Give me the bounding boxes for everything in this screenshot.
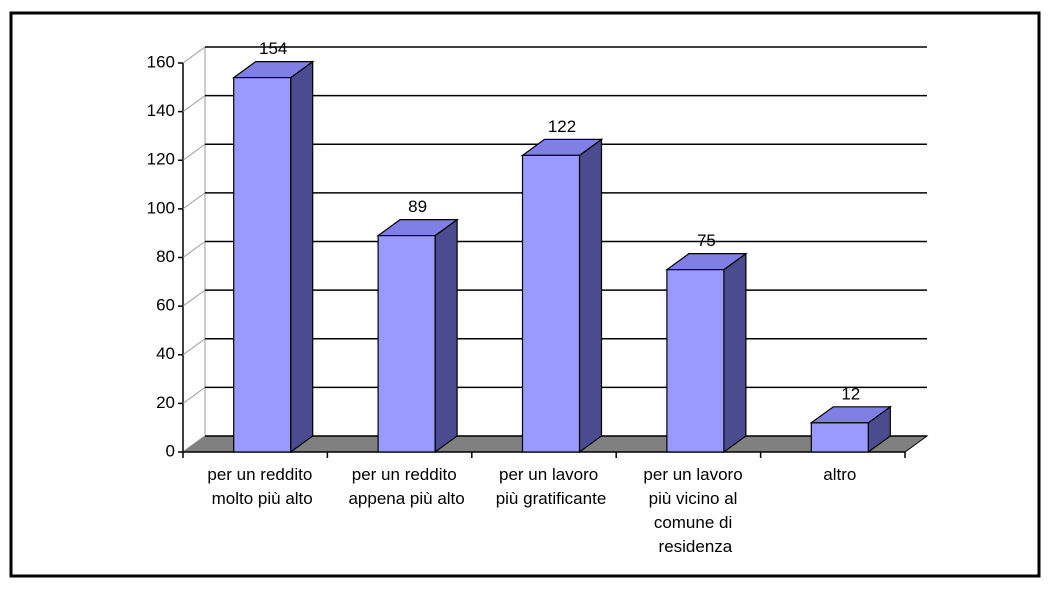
x-tick-label: altro — [823, 465, 856, 484]
y-tick-label: 60 — [156, 296, 175, 315]
bar-side — [723, 252, 747, 454]
wall-line — [182, 192, 206, 210]
bar — [376, 218, 459, 454]
x-tick-label: per un reddito appena più alto — [348, 465, 464, 508]
bar-front — [377, 235, 436, 453]
bar-front — [810, 422, 869, 453]
y-tick-label: 160 — [147, 52, 175, 71]
wall-line — [182, 46, 206, 64]
x-tick-label: per un lavoro più vicino al comune di re… — [643, 465, 747, 556]
bar-side — [434, 218, 458, 454]
y-tick-label: 20 — [156, 393, 175, 412]
y-tick-label: 40 — [156, 344, 175, 363]
wall-line — [182, 241, 206, 258]
bar-front — [666, 269, 725, 453]
bar-side — [290, 60, 314, 454]
wall-line — [182, 386, 206, 404]
x-tick-label: per un lavoro più gratificante — [496, 465, 607, 508]
y-tick-label: 100 — [147, 198, 175, 217]
wall-line — [182, 143, 206, 161]
value-label: 12 — [841, 384, 860, 403]
bar-side — [578, 138, 603, 454]
wall-line — [182, 95, 206, 113]
value-label: 154 — [259, 39, 287, 58]
bar-front — [521, 154, 581, 453]
y-tick-label: 120 — [147, 150, 175, 169]
wall-line — [182, 338, 206, 356]
bar — [665, 252, 748, 454]
bar — [809, 405, 893, 454]
x-tick-label: per un reddito molto più alto — [207, 465, 317, 508]
bar-front — [233, 76, 292, 453]
y-tick-label: 0 — [166, 441, 175, 460]
wall-line — [182, 289, 206, 307]
value-label: 122 — [548, 117, 576, 136]
y-tick-label: 140 — [147, 101, 175, 120]
wall-line — [182, 435, 206, 453]
bar — [520, 138, 604, 454]
bar — [231, 60, 315, 454]
y-tick-label: 80 — [156, 247, 175, 266]
value-label: 89 — [408, 197, 427, 216]
value-label: 75 — [697, 231, 716, 250]
